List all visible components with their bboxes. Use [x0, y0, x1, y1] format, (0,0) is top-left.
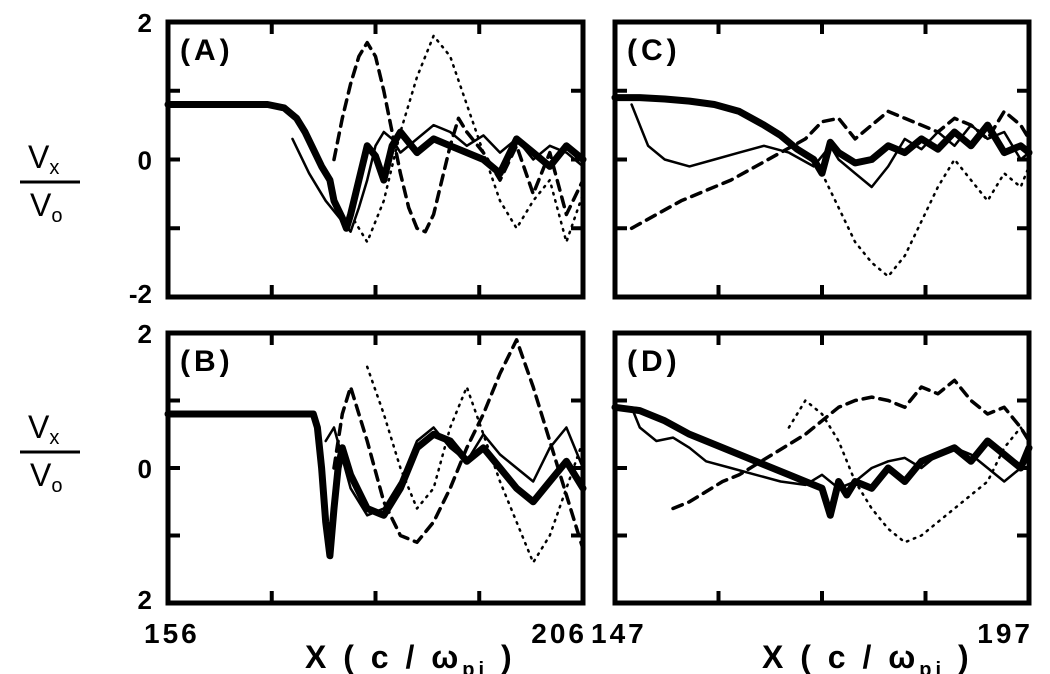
series-line-dot — [822, 160, 1029, 277]
y-tick-label: 0 — [138, 454, 152, 484]
panel-label: (B) — [180, 345, 234, 378]
y-tick-label: 2 — [138, 585, 152, 615]
y-tick-label: 0 — [138, 146, 152, 176]
panel-c: (C) — [615, 22, 1029, 297]
ylabel-denominator: Vo — [30, 457, 62, 497]
series-line-dash — [334, 340, 583, 549]
y-tick-label: 2 — [138, 319, 152, 349]
x-axis-label-right: X ( c / ωpi ) — [762, 639, 973, 674]
y-axis-label-bottom: Vx Vo — [20, 409, 80, 497]
panel-label: (D) — [627, 345, 681, 378]
panel-label: (A) — [180, 34, 234, 67]
y-axis-label-top: Vx Vo — [20, 139, 80, 227]
y-tick-label: 2 — [138, 8, 152, 38]
series-line-thick — [168, 105, 583, 229]
series-line-dash — [334, 43, 583, 232]
x-axis-label-left: X ( c / ωpi ) — [305, 639, 516, 674]
series-line-thick — [168, 414, 583, 556]
panel-label: (C) — [627, 34, 681, 67]
ylabel-denominator: Vo — [30, 187, 62, 227]
x-tick-label: 197 — [977, 618, 1033, 649]
ylabel-numerator: Vx — [28, 409, 59, 449]
panel-d: (D) 147 197 — [591, 333, 1033, 649]
panel-a: (A) 2 0 -2 — [129, 8, 583, 309]
x-tick-label: 156 — [144, 618, 200, 649]
ylabel-numerator: Vx — [28, 139, 59, 179]
series-line-thin — [632, 407, 1029, 488]
x-tick-label: 147 — [591, 618, 647, 649]
x-tick-label: 206 — [531, 618, 587, 649]
y-tick-label: -2 — [129, 279, 152, 309]
series-line-dot — [351, 36, 583, 242]
